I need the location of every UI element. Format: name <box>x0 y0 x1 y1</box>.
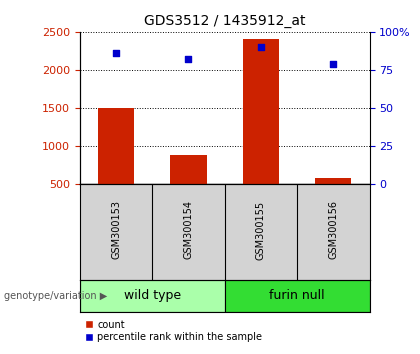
Text: wild type: wild type <box>123 289 181 302</box>
Bar <box>315 178 352 184</box>
Text: GSM300156: GSM300156 <box>328 200 339 259</box>
Text: GSM300155: GSM300155 <box>256 200 266 259</box>
Text: GSM300154: GSM300154 <box>184 200 194 259</box>
Legend: count, percentile rank within the sample: count, percentile rank within the sample <box>85 320 262 342</box>
Bar <box>225 280 370 312</box>
Text: furin null: furin null <box>269 289 325 302</box>
Bar <box>98 108 134 184</box>
Point <box>257 44 264 50</box>
Title: GDS3512 / 1435912_at: GDS3512 / 1435912_at <box>144 14 305 28</box>
Point <box>330 61 337 67</box>
Bar <box>171 155 207 184</box>
Point <box>113 50 119 56</box>
Point <box>185 56 192 62</box>
Bar <box>80 280 225 312</box>
Text: genotype/variation ▶: genotype/variation ▶ <box>4 291 108 301</box>
Text: GSM300153: GSM300153 <box>111 200 121 259</box>
Bar <box>243 40 279 184</box>
